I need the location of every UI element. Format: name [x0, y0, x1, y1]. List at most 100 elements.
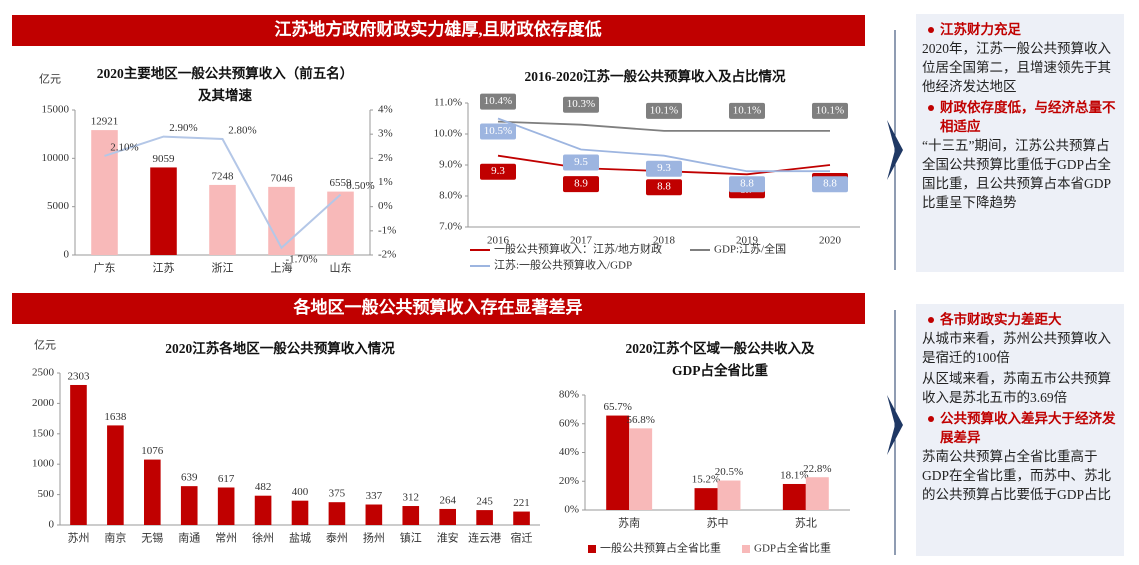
bar [144, 459, 161, 525]
data-label: 8.8 [657, 181, 671, 193]
text: 2020年，江苏一般公共预算收入位居全国第二，且增速领先于其他经济发达地区 [922, 41, 1111, 94]
panel-heading: 各市财政实力差距大 [922, 310, 1118, 329]
data-label: 400 [292, 486, 309, 498]
x-tick-label: 苏中 [707, 517, 729, 530]
data-label: 245 [476, 496, 493, 508]
data-label: 8.9 [574, 178, 588, 190]
data-label: 10.1% [650, 104, 678, 116]
legend-label: 一般公共预算收入：江苏/地方财政 [494, 242, 662, 256]
y-tick-label: 2500 [32, 367, 55, 379]
y-tick-label: 7.0% [439, 221, 462, 233]
x-tick-label: 苏北 [795, 517, 817, 530]
data-label: 2303 [67, 371, 90, 383]
data-label: 15.2% [692, 474, 720, 486]
bar [513, 511, 530, 525]
bar [254, 495, 272, 525]
chart-title: 2016-2020江苏一般公共预算收入及占比情况 [525, 68, 786, 84]
data-label: 18.1% [780, 470, 808, 482]
bullet [928, 105, 934, 111]
data-label: 10.3% [567, 98, 595, 110]
bar [107, 425, 124, 525]
bar [209, 184, 236, 255]
data-label: 0.50% [346, 180, 374, 192]
legend-label: 一般公共预算占全省比重 [600, 541, 721, 555]
y-tick-label: 0% [564, 504, 579, 516]
y2-tick-label: -1% [378, 224, 396, 236]
bar [782, 483, 806, 510]
x-tick-label: 2020 [819, 235, 842, 247]
chevron [887, 395, 903, 455]
data-label: 10.1% [816, 104, 844, 116]
x-tick-label: 浙江 [212, 262, 234, 275]
y-tick-label: 10000 [42, 152, 70, 164]
bullet [928, 317, 934, 323]
y-tick-label: 2000 [32, 397, 55, 409]
label-box [646, 179, 682, 196]
data-label: 2.10% [110, 141, 138, 153]
chart-title: GDP占全省比重 [672, 362, 768, 378]
data-label: 20.5% [715, 466, 743, 478]
label-box [729, 102, 765, 119]
y-axis-label: 亿元 [34, 339, 56, 352]
bar [328, 502, 346, 525]
data-label: -1.70% [285, 253, 317, 265]
data-label: 7248 [212, 170, 235, 182]
label-box [812, 102, 848, 119]
panel-heading: 财政依存度低，与经济总量不相适应 [922, 98, 1118, 136]
label-box [563, 154, 599, 171]
y-tick-label: 15000 [42, 104, 70, 116]
label-box [646, 102, 682, 119]
y-tick-label: 0 [49, 519, 55, 531]
y2-tick-label: 4% [378, 104, 393, 116]
side-panel: 各市财政实力差距大从城市来看，苏州公共预算收入是宿迁的100倍从区域来看，苏南五… [916, 304, 1124, 556]
x-tick-label: 2019 [736, 235, 759, 247]
data-label: 617 [218, 473, 235, 485]
label-box [729, 176, 765, 193]
y-tick-label: 8.0% [439, 190, 462, 202]
bar [180, 486, 198, 525]
y2-tick-label: 3% [378, 128, 393, 140]
x-tick-label: 2016 [487, 235, 510, 247]
panel-text: 从区域来看，苏南五市公共预算收入是苏北五市的3.69倍 [922, 369, 1118, 407]
y-tick-label: 20% [559, 475, 579, 487]
bar [805, 477, 829, 510]
panel-text: 苏南公共预算占全省比重高于GDP在全省比重，而苏中、苏北的公共预算占比要低于GD… [922, 447, 1118, 504]
y2-tick-label: 2% [378, 152, 393, 164]
chart-title: 2020江苏各地区一般公共预算收入情况 [165, 340, 395, 356]
data-label: 12921 [91, 116, 119, 128]
data-label: 10.5% [484, 125, 512, 137]
x-tick-label: 苏州 [67, 532, 89, 545]
y-tick-label: 9.0% [439, 159, 462, 171]
panel-heading: 公共预算收入差异大于经济发展差异 [922, 409, 1118, 447]
y2-tick-label: 1% [378, 176, 393, 188]
text: 江苏财力充足 [940, 22, 1021, 37]
y-axis-label: 亿元 [39, 73, 61, 86]
x-tick-label: 江苏 [153, 262, 175, 275]
x-tick-label: 南通 [178, 532, 200, 545]
data-label: 221 [513, 497, 530, 509]
panel-text: “十三五”期间，江苏公共预算占全国公共预算比重低于GDP占全国比重，且公共预算占… [922, 136, 1118, 212]
data-label: 1638 [104, 411, 127, 423]
x-tick-label: 苏南 [618, 517, 640, 530]
line [497, 120, 830, 132]
text: “十三五”期间，江苏公共预算占全国公共预算比重低于GDP占全国比重，且公共预算占… [922, 138, 1112, 210]
bullet [928, 416, 934, 422]
panel-text: 从城市来看，苏州公共预算收入是宿迁的100倍 [922, 329, 1118, 367]
x-tick-label: 镇江 [400, 531, 422, 545]
bullet [928, 27, 934, 33]
chart-title: 2020江苏个区域一般公共收入及 [626, 340, 815, 356]
data-label: 375 [329, 488, 346, 500]
y-tick-label: 0 [64, 249, 70, 261]
text: 财政依存度低，与经济总量不相适应 [940, 100, 1116, 134]
legend-label: 江苏:一般公共预算收入/GDP [494, 258, 632, 272]
text: 从城市来看，苏州公共预算收入是宿迁的100倍 [922, 331, 1111, 365]
bar [365, 504, 383, 525]
label-box [646, 160, 682, 177]
data-label: 337 [366, 490, 383, 502]
data-label: 312 [403, 492, 420, 504]
data-label: 7046 [271, 172, 294, 184]
banner-text: 江苏地方政府财政实力雄厚,且财政依存度低 [274, 19, 601, 39]
side-panel: 江苏财力充足 2020年，江苏一般公共预算收入位居全国第二，且增速领先于其他经济发… [916, 14, 1124, 272]
